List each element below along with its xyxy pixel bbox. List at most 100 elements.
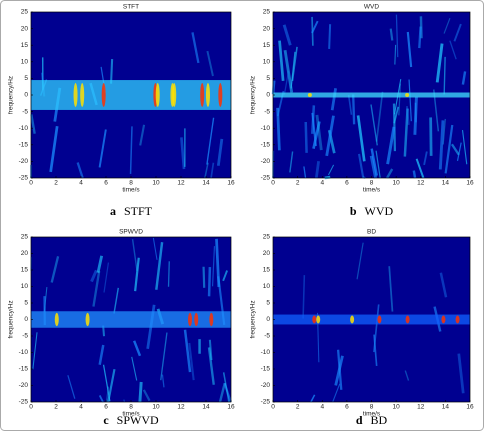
x-tick-label: 10 bbox=[393, 180, 401, 187]
y-tick-label: 25 bbox=[21, 9, 29, 16]
y-tick-label: -10 bbox=[19, 125, 29, 132]
heatmap-texture bbox=[370, 104, 378, 146]
heatmap-texture bbox=[418, 26, 422, 49]
heatmap-texture bbox=[90, 269, 98, 283]
heatmap-texture bbox=[138, 381, 143, 403]
x-tick-label: 0 bbox=[271, 180, 275, 187]
y-tick-label: -15 bbox=[261, 142, 271, 149]
heatmap-texture bbox=[76, 162, 84, 179]
x-tick-label: 16 bbox=[466, 404, 474, 411]
y-axis-label: frequency/Hz bbox=[8, 76, 15, 114]
heatmap-texture bbox=[155, 242, 164, 290]
heatmap-texture bbox=[403, 108, 409, 157]
heatmap-texture bbox=[303, 166, 307, 179]
heatmap-texture bbox=[438, 120, 445, 170]
y-tick-label: -20 bbox=[19, 158, 29, 165]
caption-text: BD bbox=[371, 413, 388, 427]
heatmap-texture bbox=[131, 356, 138, 381]
chart-title: SPWVD bbox=[119, 229, 143, 236]
y-tick-label: 10 bbox=[263, 283, 271, 290]
y-tick-label: -15 bbox=[19, 142, 29, 149]
heatmap-spot bbox=[312, 315, 317, 324]
heatmap-texture bbox=[32, 332, 38, 370]
heatmap-spot bbox=[205, 83, 210, 107]
x-tick-label: 4 bbox=[320, 180, 324, 187]
heatmap-spot bbox=[200, 83, 205, 107]
heatmap-texture bbox=[330, 88, 337, 111]
x-tick-label: 2 bbox=[296, 404, 300, 411]
heatmap-texture bbox=[311, 112, 317, 147]
heatmap-spot bbox=[307, 93, 312, 97]
x-tick-label: 10 bbox=[393, 404, 401, 411]
heatmap-texture bbox=[216, 138, 224, 166]
y-tick-label: -20 bbox=[261, 382, 271, 389]
heatmap-texture bbox=[375, 91, 384, 142]
heatmap-texture bbox=[96, 255, 104, 273]
y-tick-label: -5 bbox=[22, 333, 28, 340]
caption-letter: d bbox=[356, 413, 363, 427]
heatmap-spot bbox=[455, 315, 460, 324]
heatmap-texture bbox=[314, 161, 320, 179]
heatmap-texture bbox=[310, 394, 316, 403]
x-tick-label: 12 bbox=[177, 404, 185, 411]
heatmap-spot bbox=[101, 83, 106, 107]
heatmap-texture bbox=[110, 59, 114, 84]
y-tick-label: -20 bbox=[19, 382, 29, 389]
heatmap-texture bbox=[291, 46, 298, 82]
y-tick-label: 0 bbox=[24, 316, 28, 323]
x-tick-label: 4 bbox=[79, 180, 83, 187]
heatmap-texture bbox=[103, 262, 110, 293]
heatmap-texture bbox=[180, 137, 186, 170]
heatmap-texture bbox=[404, 370, 410, 381]
x-tick-label: 6 bbox=[104, 404, 108, 411]
heatmap-spot bbox=[155, 83, 160, 107]
y-tick-label: 20 bbox=[263, 25, 271, 32]
y-axis-label: frequency/Hz bbox=[250, 300, 257, 338]
heatmap-texture bbox=[188, 342, 195, 381]
y-tick-label: 5 bbox=[266, 300, 270, 307]
y-tick-label: 25 bbox=[263, 234, 271, 241]
heatmap-texture bbox=[405, 106, 410, 125]
heatmap-texture bbox=[406, 31, 413, 68]
heatmap-texture bbox=[113, 287, 119, 314]
y-tick-label: -10 bbox=[261, 349, 271, 356]
caption-text: STFT bbox=[124, 204, 153, 218]
heatmap-texture bbox=[347, 94, 353, 115]
x-tick-label: 6 bbox=[104, 180, 108, 187]
y-tick-label: -25 bbox=[261, 175, 271, 182]
heatmap-texture bbox=[304, 121, 308, 153]
heatmap-texture bbox=[408, 79, 412, 122]
x-tick-label: 14 bbox=[202, 180, 210, 187]
x-tick-label: 10 bbox=[152, 404, 160, 411]
y-axis-label: frequency/Hz bbox=[250, 76, 257, 114]
y-tick-label: -10 bbox=[19, 349, 29, 356]
y-tick-label: -15 bbox=[19, 366, 29, 373]
y-tick-label: 5 bbox=[24, 300, 28, 307]
heatmap-texture bbox=[139, 124, 146, 146]
heatmap-texture bbox=[278, 40, 285, 82]
y-tick-label: -15 bbox=[261, 366, 271, 373]
x-tick-label: 8 bbox=[129, 404, 133, 411]
heatmap-texture bbox=[457, 353, 465, 394]
heatmap-texture bbox=[398, 83, 402, 116]
y-tick-label: 10 bbox=[21, 59, 29, 66]
heatmap-texture bbox=[123, 399, 126, 403]
heatmap-texture bbox=[453, 23, 462, 42]
x-tick-label: 2 bbox=[296, 180, 300, 187]
heatmap-texture bbox=[443, 17, 451, 34]
heatmap-texture bbox=[325, 115, 335, 157]
heatmap-texture bbox=[369, 155, 378, 179]
y-tick-label: 25 bbox=[263, 9, 271, 16]
y-axis-label: frequency/Hz bbox=[8, 300, 15, 338]
caption: c SPWVD bbox=[103, 413, 159, 427]
x-axis-label: time/s bbox=[363, 187, 381, 194]
heatmap-texture bbox=[283, 49, 294, 93]
caption: a STFT bbox=[110, 204, 153, 218]
heatmap-texture bbox=[423, 151, 428, 166]
heatmap-texture bbox=[386, 168, 394, 179]
heatmap-texture bbox=[67, 375, 76, 399]
heatmap-texture bbox=[444, 124, 454, 174]
heatmap-texture bbox=[352, 94, 356, 125]
y-tick-label: 20 bbox=[21, 250, 29, 257]
